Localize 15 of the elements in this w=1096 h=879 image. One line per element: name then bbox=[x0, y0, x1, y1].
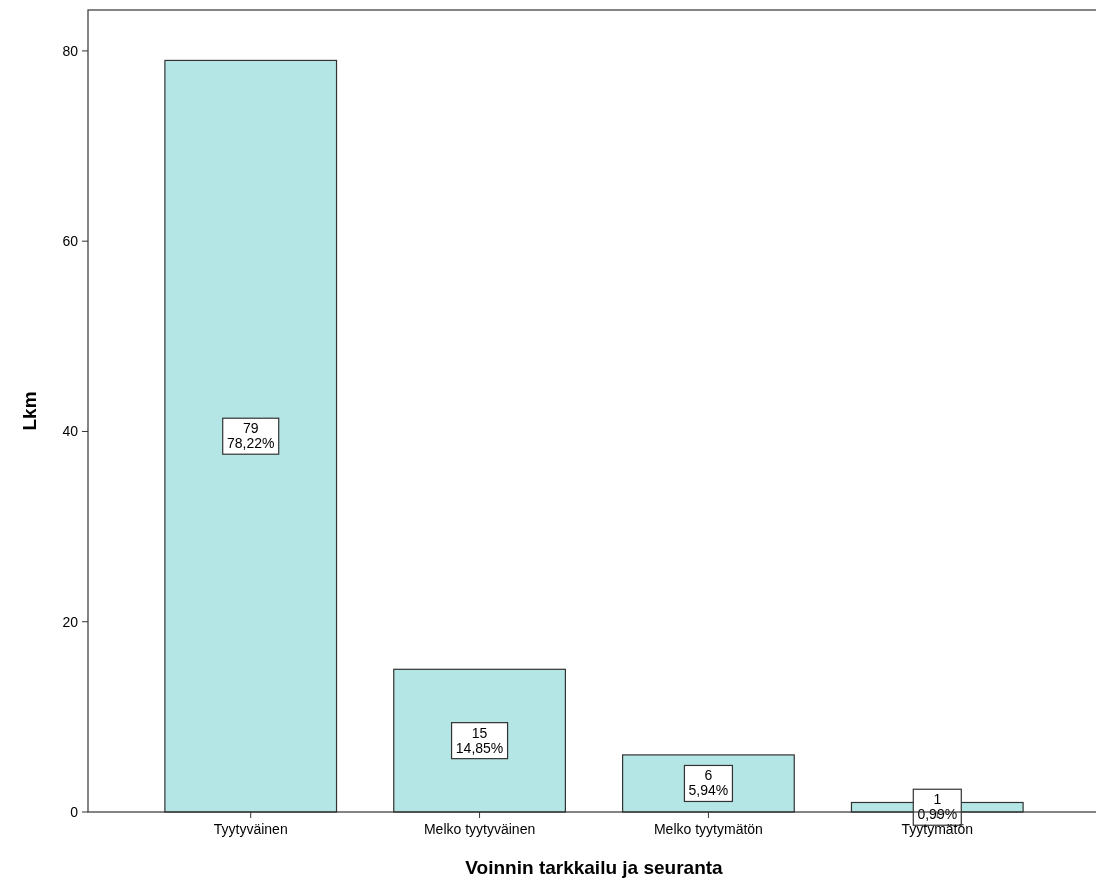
y-axis-title: Lkm bbox=[19, 391, 40, 431]
data-label: 6 5,94% bbox=[688, 767, 729, 799]
y-tick-label: 60 bbox=[62, 233, 79, 250]
data-label: 79 78,22% bbox=[226, 420, 275, 452]
x-tick-label: Tyytyväinen bbox=[213, 821, 288, 837]
x-tick-label: Melko tyytymätön bbox=[653, 821, 763, 837]
data-label: 15 14,85% bbox=[455, 724, 504, 756]
x-axis-title: Voinnin tarkkailu ja seuranta bbox=[465, 857, 724, 878]
x-tick-label: Melko tyytyväinen bbox=[423, 821, 536, 837]
y-tick-label: 20 bbox=[62, 613, 79, 630]
data-label: 1 0,99% bbox=[917, 791, 958, 823]
x-tick-label: Tyytymätön bbox=[901, 821, 974, 837]
y-tick-label: 80 bbox=[62, 42, 79, 59]
y-tick-label: 0 bbox=[70, 803, 79, 820]
y-tick-label: 40 bbox=[62, 423, 79, 440]
